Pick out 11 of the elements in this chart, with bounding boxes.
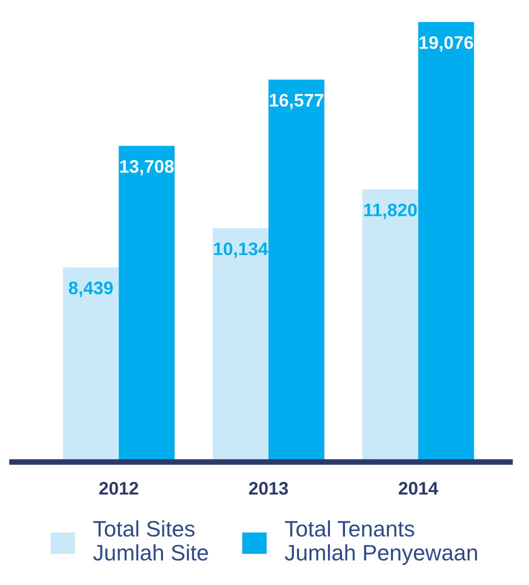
data-label: 19,076 (420, 36, 474, 52)
data-label: 10,134 (214, 242, 268, 258)
legend-label: Total Tenants Jumlah Penyewaan (284, 520, 477, 565)
x-tick-label: 2012 (99, 482, 138, 495)
data-label: 8,439 (68, 282, 113, 297)
data-label: 13,708 (120, 160, 174, 176)
data-label: 11,820 (364, 204, 417, 219)
x-tick-label: 2013 (249, 482, 288, 495)
legend-label: Total Sites Jumlah Site (93, 520, 208, 561)
x-tick-label: 2014 (398, 482, 438, 495)
data-label: 16,577 (270, 94, 324, 110)
